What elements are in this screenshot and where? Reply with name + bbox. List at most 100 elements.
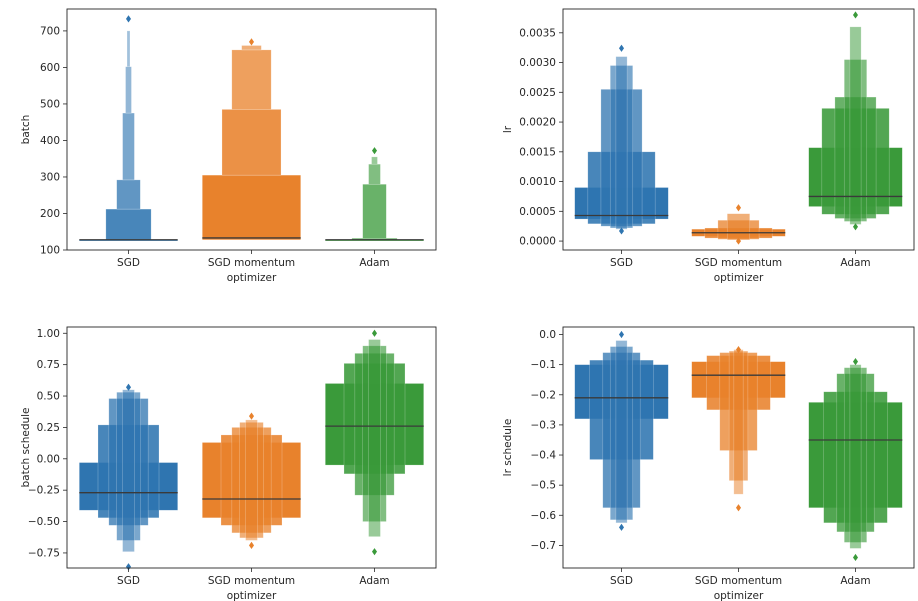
x-tick-label: Adam xyxy=(840,257,870,269)
y-tick-label: 300 xyxy=(40,171,60,183)
y-tick-label: −0.3 xyxy=(531,419,557,431)
boxen-box xyxy=(733,349,744,495)
boxen-box xyxy=(245,419,258,541)
y-tick-label: 0.25 xyxy=(37,422,60,434)
outlier-marker xyxy=(618,523,625,531)
outlier-marker xyxy=(371,548,378,556)
boxen-box xyxy=(122,112,135,181)
series-sgd-momentum xyxy=(202,412,302,550)
x-tick-label: SGD momentum xyxy=(208,257,295,269)
y-tick-label: 0.0030 xyxy=(519,57,556,69)
boxen-box xyxy=(849,364,862,549)
y-tick-label: 0.0005 xyxy=(519,206,556,218)
boxen-box xyxy=(221,109,282,176)
boxen-box xyxy=(105,208,152,241)
y-tick-label: 500 xyxy=(40,98,60,110)
boxen-box xyxy=(371,156,378,165)
series-sgd xyxy=(79,15,179,242)
series-sgd xyxy=(79,383,179,571)
boxen-box xyxy=(241,45,262,51)
x-tick-label: Adam xyxy=(359,257,389,269)
x-tick-label: Adam xyxy=(840,575,870,587)
boxen-box xyxy=(116,179,141,210)
x-axis-label: optimizer xyxy=(714,272,764,284)
y-tick-label: 200 xyxy=(40,208,60,220)
y-tick-label: −0.75 xyxy=(28,547,60,559)
y-axis-label: batch xyxy=(20,115,32,145)
outlier-marker xyxy=(735,345,742,354)
y-tick-label: 0.0035 xyxy=(519,27,556,39)
outlier-marker xyxy=(248,38,255,46)
outlier-marker xyxy=(852,553,859,562)
boxen-box xyxy=(368,339,381,537)
y-tick-label: 400 xyxy=(40,135,60,147)
outlier-marker xyxy=(125,563,132,571)
outlier-marker xyxy=(125,383,132,391)
outlier-marker xyxy=(852,358,859,366)
y-tick-label: 0.75 xyxy=(37,359,60,371)
boxen-box xyxy=(126,30,131,67)
x-axis-label: optimizer xyxy=(714,590,764,601)
outlier-marker xyxy=(852,11,859,19)
outlier-marker xyxy=(371,329,378,337)
outlier-marker xyxy=(125,15,132,23)
x-tick-label: SGD momentum xyxy=(695,257,782,269)
x-tick-label: SGD momentum xyxy=(695,575,782,587)
boxen-box xyxy=(849,26,862,225)
boxen-box xyxy=(615,340,628,524)
outlier-marker xyxy=(852,223,859,231)
y-tick-label: 700 xyxy=(40,25,60,37)
x-tick-label: Adam xyxy=(359,575,389,587)
y-axis-label: lr schedule xyxy=(502,419,514,477)
chart-panel-2: −0.75 −0.50 −0.25 0.00 0.25 0.50 0.75 1.00 SGD SG… xyxy=(20,326,437,601)
y-axis-label: batch schedule xyxy=(20,407,32,487)
y-tick-label: 0.50 xyxy=(37,391,60,403)
outlier-marker xyxy=(618,44,625,52)
boxen-box xyxy=(362,183,387,239)
x-tick-label: SGD xyxy=(117,257,140,269)
series-adam xyxy=(324,147,424,242)
x-axis-label: optimizer xyxy=(227,590,277,601)
outlier-marker xyxy=(618,227,625,235)
boxen-box xyxy=(726,213,751,241)
y-tick-label: 1.00 xyxy=(37,328,60,340)
y-tick-label: −0.6 xyxy=(531,510,557,522)
y-tick-label: −0.1 xyxy=(531,359,557,371)
y-tick-label: 0.00 xyxy=(37,453,60,465)
y-tick-label: 0.0025 xyxy=(519,87,556,99)
chart-panel-0: 100 200 300 400 500 600 700 SGD SGD momentum Adam… xyxy=(20,8,437,284)
outlier-marker xyxy=(371,147,378,155)
y-tick-label: −0.7 xyxy=(531,540,557,552)
chart-panel-3: −0.7 −0.6 −0.5 −0.4 −0.3 −0.2 −0.1 0.0 SGD SGD mo… xyxy=(502,326,915,601)
series-sgd xyxy=(574,330,669,531)
outlier-marker xyxy=(248,412,255,420)
y-tick-label: 0.0000 xyxy=(519,236,556,248)
x-tick-label: SGD momentum xyxy=(208,575,295,587)
outlier-marker xyxy=(735,237,742,245)
outlier-marker xyxy=(735,204,742,212)
y-tick-label: 0.0010 xyxy=(519,176,556,188)
y-tick-label: 0.0015 xyxy=(519,146,556,158)
y-tick-label: −0.5 xyxy=(531,480,557,492)
y-tick-label: −0.25 xyxy=(28,485,60,497)
boxen-box xyxy=(122,389,135,552)
boxen-box xyxy=(231,49,272,110)
x-axis-label: optimizer xyxy=(227,272,277,284)
series-adam xyxy=(808,358,903,562)
chart-panel-1: 0.0000 0.0005 0.0010 0.0015 0.0020 0.0025 0.00… xyxy=(502,8,915,284)
y-tick-label: 600 xyxy=(40,62,60,74)
x-tick-label: SGD xyxy=(117,575,140,587)
x-tick-label: SGD xyxy=(610,575,633,587)
outlier-marker xyxy=(618,330,625,339)
series-sgd-momentum xyxy=(691,345,786,512)
y-tick-label: −0.50 xyxy=(28,516,60,528)
y-tick-label: −0.4 xyxy=(531,450,557,462)
boxen-box xyxy=(202,174,302,241)
y-tick-label: 0.0020 xyxy=(519,117,556,129)
boxen-box xyxy=(368,163,381,185)
y-axis-label: lr xyxy=(502,125,514,133)
outlier-marker xyxy=(735,504,742,512)
series-adam xyxy=(808,11,903,231)
series-sgd-momentum xyxy=(202,38,302,241)
